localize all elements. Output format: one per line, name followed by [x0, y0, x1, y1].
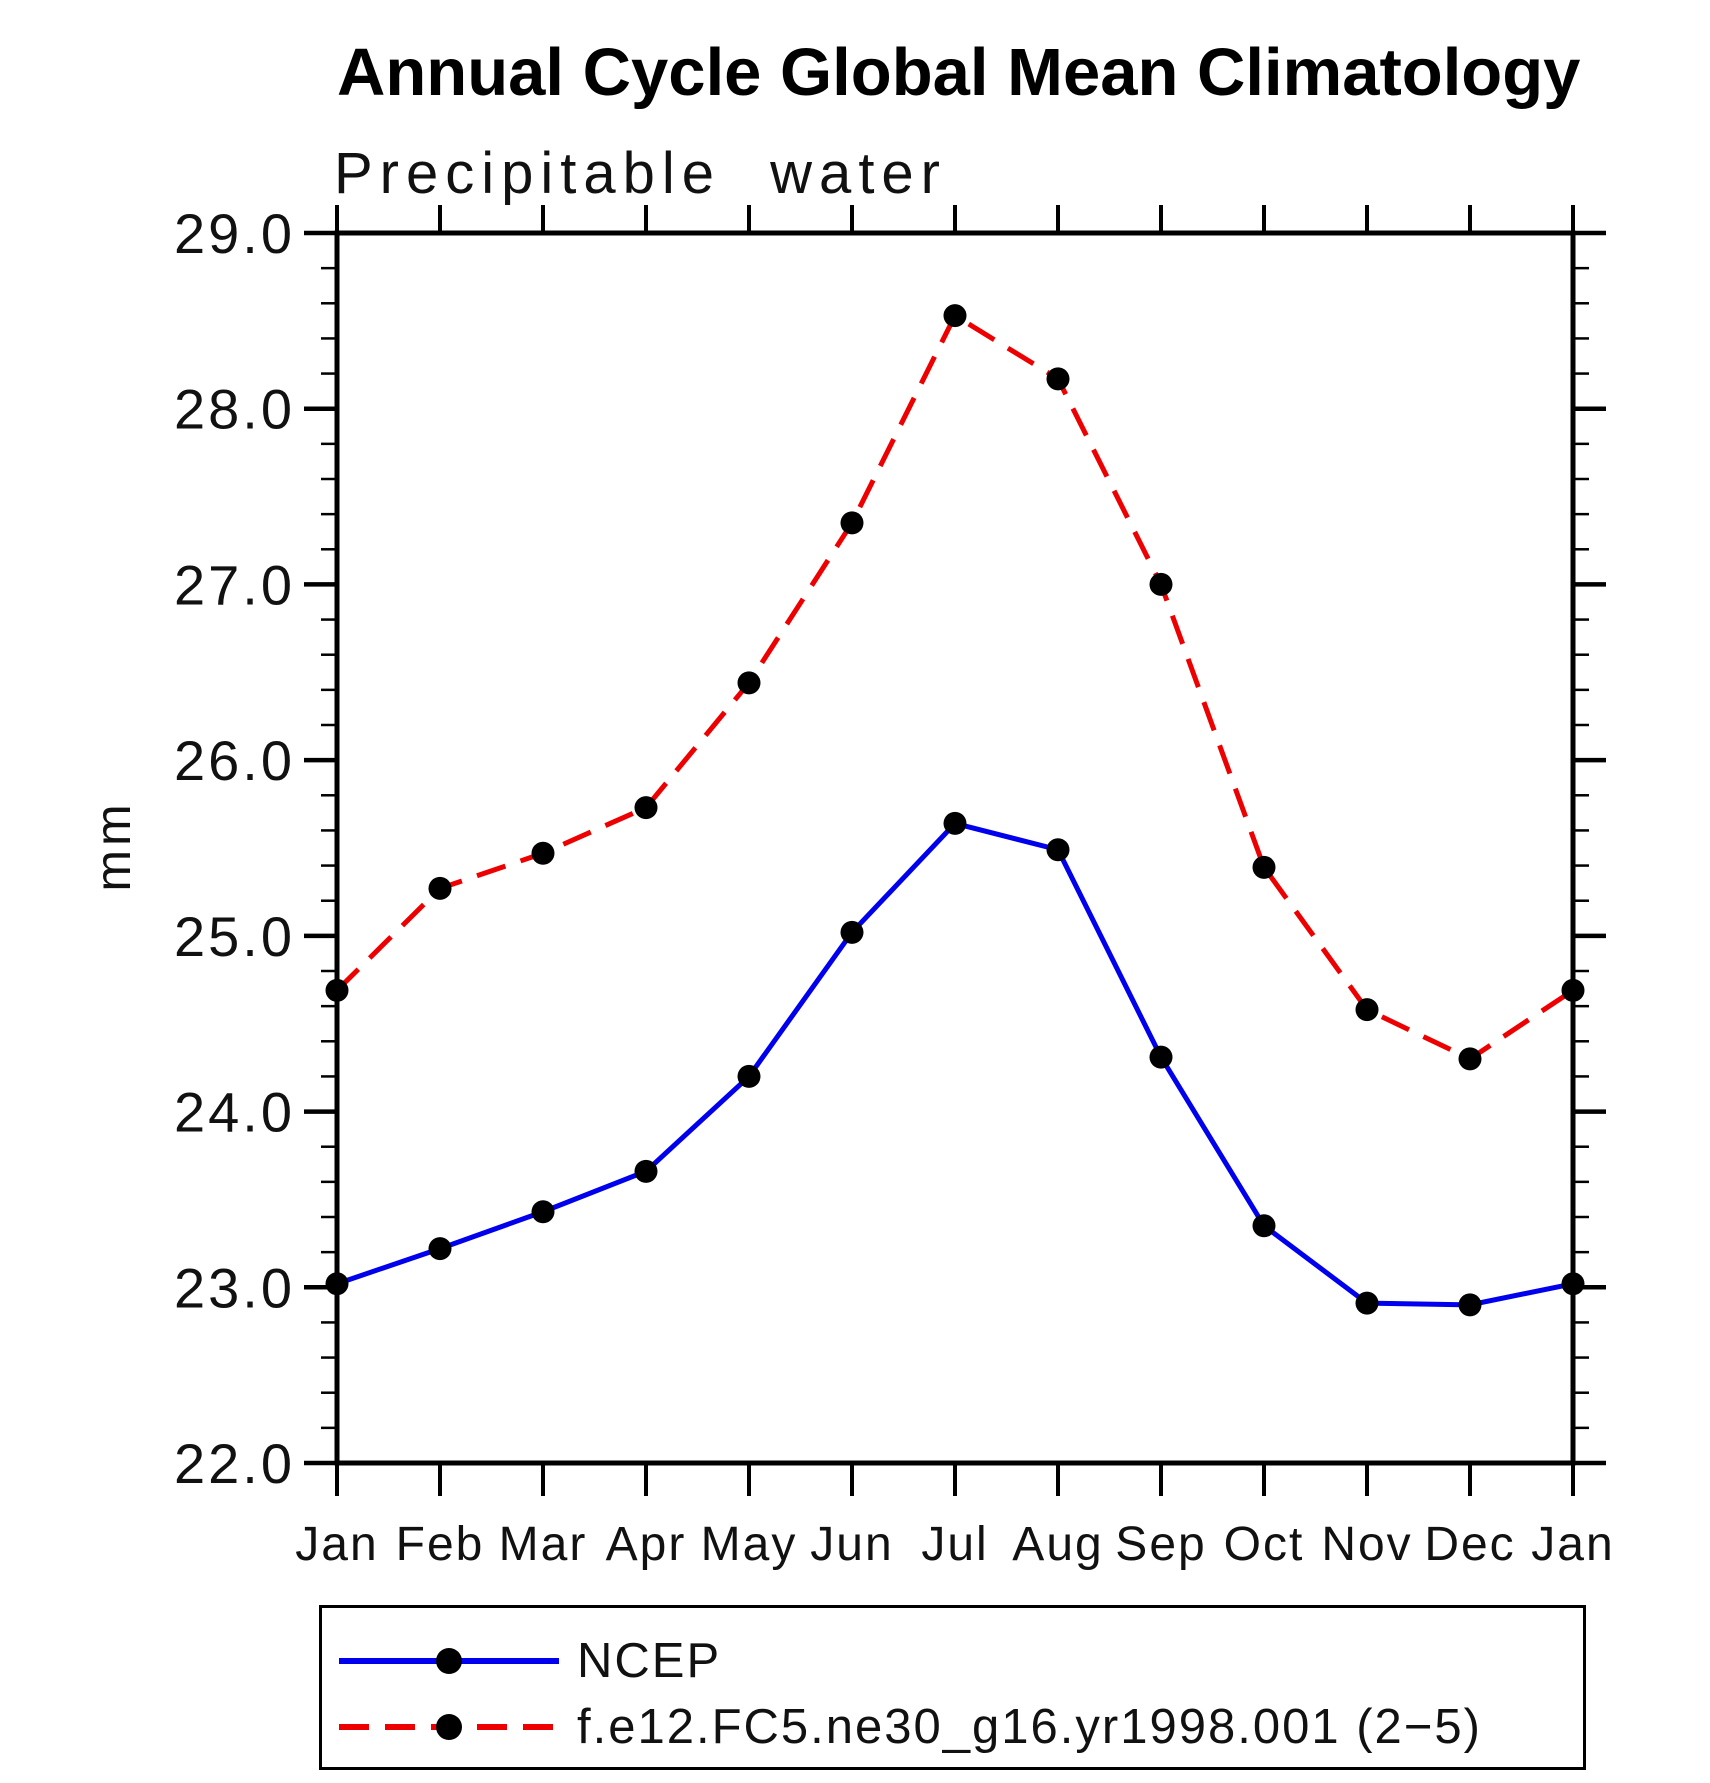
data-point-ncep	[325, 1272, 349, 1296]
y-tick-label: 25.0	[174, 905, 295, 968]
legend-key-model-line	[339, 1714, 559, 1740]
data-point-ncep	[943, 811, 967, 835]
y-axis-label: mm	[85, 800, 141, 892]
legend-model-marker-icon	[436, 1714, 462, 1740]
x-tick-label: May	[701, 1518, 798, 1571]
y-tick-label: 22.0	[174, 1432, 295, 1495]
plot-frame	[334, 230, 1576, 1466]
y-tick-label: 27.0	[174, 553, 295, 616]
data-point-model	[1149, 572, 1173, 596]
data-point-model	[737, 671, 761, 695]
data-point-ncep	[428, 1237, 452, 1261]
data-point-model	[634, 796, 658, 820]
data-point-model	[943, 304, 967, 328]
chart-title: Annual Cycle Global Mean Climatology	[337, 35, 1581, 110]
data-point-ncep	[1355, 1291, 1379, 1315]
data-point-ncep	[737, 1064, 761, 1088]
x-tick-label: Aug	[1012, 1518, 1103, 1571]
x-tick-label: Apr	[606, 1518, 687, 1571]
legend-item-model: f.e12.FC5.ne30_g16.yr1998.001 (2−5)	[322, 1697, 1583, 1757]
x-tick-label: Jan	[295, 1518, 378, 1571]
y-tick-label: 28.0	[174, 378, 295, 441]
data-point-model	[1252, 855, 1276, 879]
data-point-ncep	[1252, 1214, 1276, 1238]
data-point-ncep	[1046, 838, 1070, 862]
data-point-model	[1561, 978, 1585, 1002]
y-tick-label: 23.0	[174, 1256, 295, 1319]
series-line-model	[335, 312, 1575, 1062]
x-tick-label: Feb	[396, 1518, 485, 1571]
data-point-model	[1355, 998, 1379, 1022]
data-point-model	[1458, 1047, 1482, 1071]
x-tick-label: Sep	[1115, 1518, 1206, 1571]
data-point-model	[325, 978, 349, 1002]
legend-label-model: f.e12.FC5.ne30_g16.yr1998.001 (2−5)	[577, 1700, 1482, 1754]
legend-box: NCEP f.e12.FC5.ne30_g16.yr1998.001 (2−5)	[319, 1605, 1586, 1770]
data-point-ncep	[531, 1200, 555, 1224]
data-point-model	[840, 511, 864, 535]
data-point-model	[1046, 367, 1070, 391]
series-line-ncep	[336, 820, 1574, 1308]
legend-key-ncep-line	[339, 1648, 559, 1674]
y-tick-label: 29.0	[174, 202, 295, 265]
x-tick-label: Jun	[810, 1518, 893, 1571]
data-point-model	[428, 876, 452, 900]
data-point-model	[531, 841, 555, 865]
data-point-ncep	[1458, 1293, 1482, 1317]
x-tick-label: Jul	[921, 1518, 988, 1571]
data-point-ncep	[840, 920, 864, 944]
y-tick-label: 24.0	[174, 1081, 295, 1144]
y-tick-label: 26.0	[174, 729, 295, 792]
x-tick-label: Jan	[1531, 1518, 1614, 1571]
data-point-ncep	[1561, 1272, 1585, 1296]
legend-ncep-marker-icon	[436, 1648, 462, 1674]
x-tick-label: Oct	[1224, 1518, 1305, 1571]
x-tick-label: Dec	[1424, 1518, 1515, 1571]
chart-subtitle: Precipitable water	[334, 141, 947, 206]
legend-item-ncep: NCEP	[322, 1631, 1583, 1691]
data-point-ncep	[634, 1159, 658, 1183]
data-point-ncep	[1149, 1045, 1173, 1069]
legend-label-ncep: NCEP	[577, 1634, 722, 1688]
x-tick-label: Nov	[1321, 1518, 1412, 1571]
x-tick-label: Mar	[499, 1518, 588, 1571]
